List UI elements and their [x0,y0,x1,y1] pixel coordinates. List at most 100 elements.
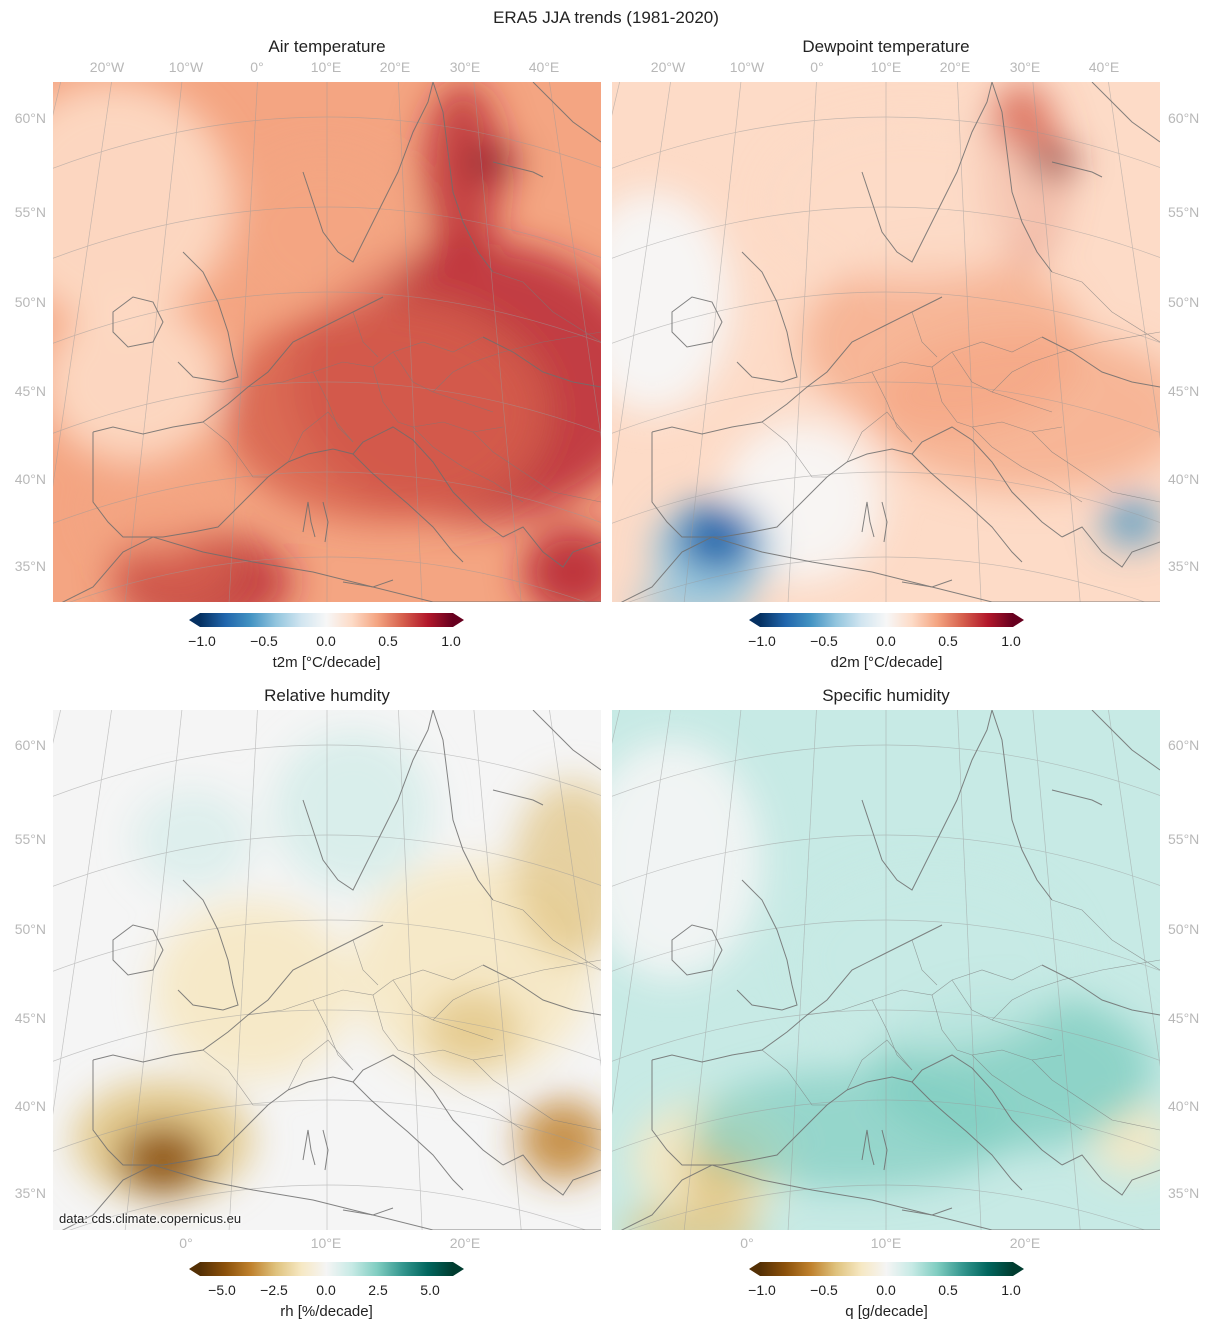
colorbar-gradient [749,613,1024,627]
panel-title-dewpoint-temperature: Dewpoint temperature [802,37,970,56]
lon-tick: 0° [810,59,824,75]
lat-tick: 50°N [1168,294,1200,310]
trend-field-region [622,1205,762,1230]
colorbar-gradient [189,1262,464,1276]
lat-tick: 60°N [14,737,46,753]
lat-tick: 35°N [14,558,46,574]
lat-tick: 60°N [1168,737,1200,753]
lon-tick: 20°E [449,1235,481,1251]
country-borders [761,899,1160,1131]
map-relative-humidity: data: cds.climate.copernicus.eu [53,710,601,1230]
country-borders [202,271,601,503]
colorbar-label: t2m [°C/decade] [272,654,381,671]
lat-tick: 40°N [14,471,46,487]
trend-field-region [153,900,353,1080]
colorbar-tick: −1.0 [748,1282,776,1298]
colorbar-label: d2m [°C/decade] [830,654,943,671]
lon-tick: 20°W [89,59,125,75]
colorbar-ramp [200,613,453,627]
colorbar-tick: −0.5 [810,1282,838,1298]
colorbar-gradient [749,1262,1024,1276]
trend-field-region [612,740,762,980]
colorbar-gradient [189,613,464,627]
lat-tick: 55°N [14,204,46,220]
colorbar-extend-low [189,1262,200,1276]
colorbar-tick: 0.5 [938,1282,958,1298]
lat-tick: 55°N [14,831,46,847]
trend-field-region [792,870,1072,1050]
trend-field-region [423,990,523,1070]
lat-tick: 50°N [1168,921,1200,937]
colorbar-label: rh [%/decade] [280,1303,373,1320]
trend-field-region [133,790,253,890]
colorbar-tick: −5.0 [208,1282,236,1298]
colorbar-tick: −0.5 [810,633,838,649]
panel-title-air-temperature: Air temperature [268,37,386,56]
trend-field-region [692,1070,1012,1190]
lat-tick: 45°N [1168,1010,1200,1026]
lon-tick: 30°E [1009,59,1041,75]
trend-field-region [523,527,601,602]
colorbar-label: q [g/decade] [845,1303,928,1320]
map-dewpoint-temperature [612,82,1160,602]
trend-field-region [518,1100,601,1180]
lon-tick: 10°E [870,59,902,75]
lat-tick: 45°N [1168,383,1200,399]
map-air-temperature [53,82,601,602]
lon-tick: 10°E [870,1235,902,1251]
trend-field-region [53,302,223,462]
coastlines [620,710,1160,1230]
country-borders [761,271,1160,503]
colorbar-tick: 0.0 [316,633,336,649]
colorbar-tick: 5.0 [420,1282,440,1298]
lat-tick: 35°N [1168,1185,1200,1201]
trend-field-region [802,252,1082,432]
colorbar-tick: 1.0 [441,633,461,649]
lon-tick: 20°E [1009,1235,1041,1251]
colorbar-ramp [760,1262,1013,1276]
trend-field-region [118,1125,208,1195]
figure-title: ERA5 JJA trends (1981-2020) [493,8,719,27]
trend-field-region [612,192,732,412]
lat-tick: 35°N [1168,558,1200,574]
lat-tick: 35°N [14,1185,46,1201]
colorbar-tick: 0.5 [938,633,958,649]
colorbar-ramp [760,613,1013,627]
country-borders [202,899,601,1131]
panel-title-relative-humidity: Relative humdity [264,686,390,705]
lat-tick: 40°N [1168,471,1200,487]
trend-field-region [273,730,433,890]
colorbar-tick: 1.0 [1001,633,1021,649]
colorbar-extend-low [189,613,200,627]
lon-tick: 10°W [729,59,765,75]
lat-tick: 60°N [14,110,46,126]
colorbar-extend-low [749,1262,760,1276]
colorbar-tick: 0.0 [876,1282,896,1298]
trend-field-region [223,302,543,522]
lon-tick: 20°W [650,59,686,75]
lat-tick: 40°N [14,1098,46,1114]
graticule [612,82,1160,602]
lon-tick: 0° [250,59,264,75]
lon-tick: 30°E [449,59,481,75]
lat-tick: 50°N [14,921,46,937]
graticule [612,710,1160,1230]
colorbar-tick: 2.5 [368,1282,388,1298]
colorbar-tick: −2.5 [260,1282,288,1298]
colorbar-tick: −0.5 [250,633,278,649]
trend-field-region [93,472,213,552]
data-credit: data: cds.climate.copernicus.eu [59,1211,242,1226]
lon-tick: 40°E [528,59,560,75]
lon-tick: 20°E [379,59,411,75]
colorbar-extend-high [1013,613,1024,627]
trend-field-region [632,582,752,602]
graticule [53,82,601,602]
coastlines [620,82,1160,602]
colorbar-tick: 0.0 [876,633,896,649]
lon-tick: 0° [179,1235,193,1251]
lon-tick: 10°W [168,59,204,75]
lon-tick: 20°E [939,59,971,75]
colorbar-ramp [200,1262,453,1276]
lon-tick: 10°E [310,59,342,75]
trend-field-region [53,82,233,322]
